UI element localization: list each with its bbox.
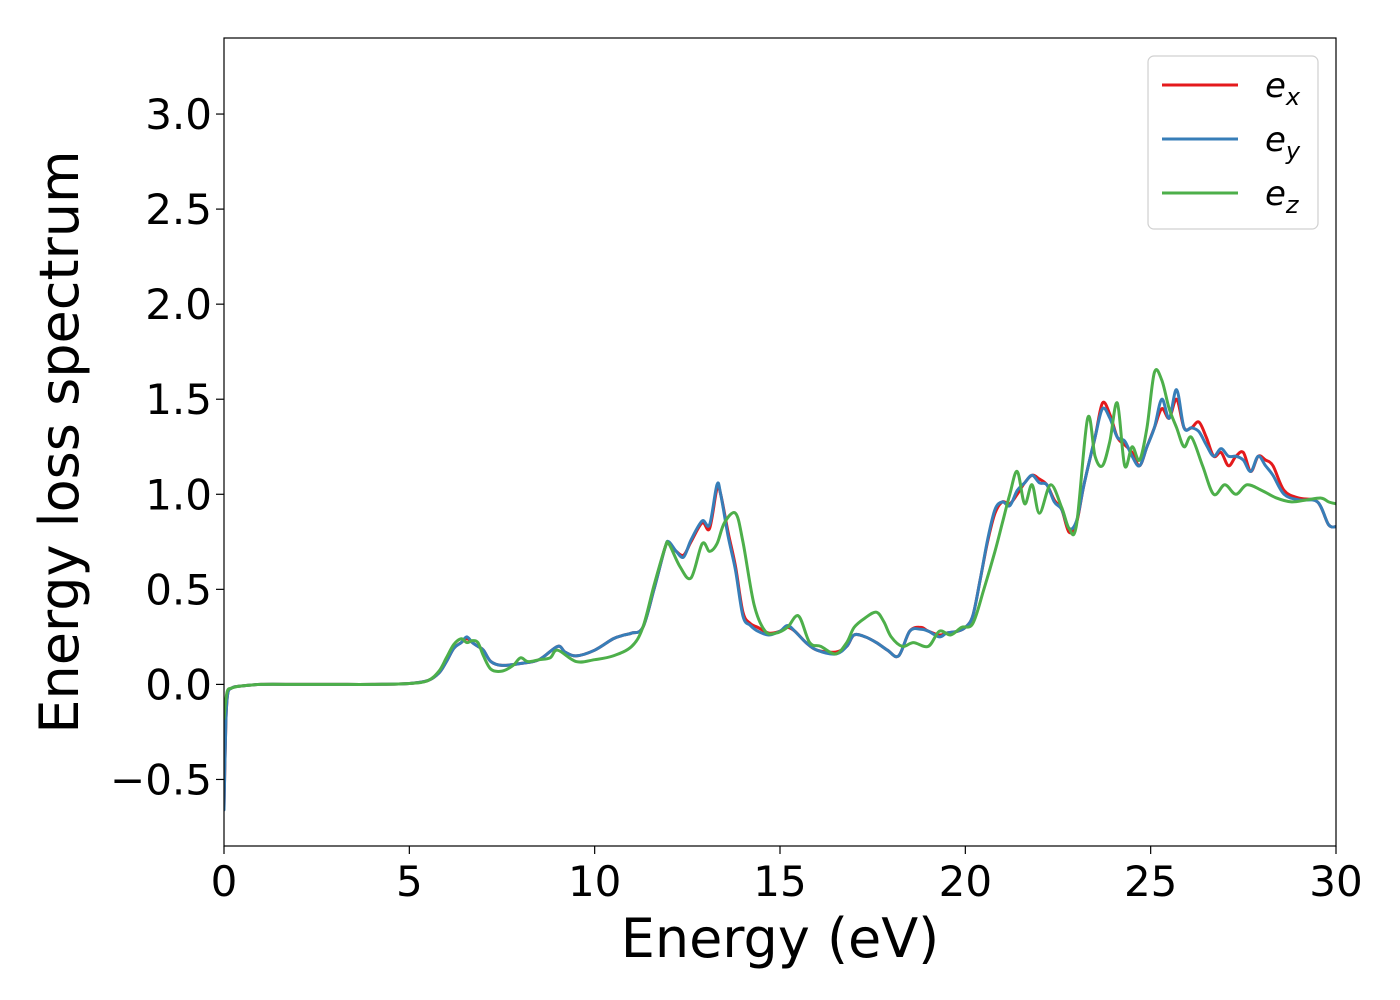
legend: ex ey ez <box>1147 55 1319 230</box>
x-tick-label: 10 <box>568 857 621 906</box>
x-axis: 0 5 10 15 20 25 30 <box>211 846 1363 906</box>
y-tick-label: 0.5 <box>145 565 212 614</box>
y-tick-label: 1.0 <box>145 470 212 519</box>
y-tick-label: 2.0 <box>145 280 212 329</box>
y-tick-label: 3.0 <box>145 90 212 139</box>
y-tick-label: 0.0 <box>145 660 212 709</box>
legend-frame <box>1147 55 1319 230</box>
x-axis-title: Energy (eV) <box>621 907 940 970</box>
x-tick-label: 5 <box>396 857 423 906</box>
series-layer <box>224 368 1336 812</box>
y-axis-title: Energy loss spectrum <box>28 150 91 733</box>
legend-label-e-y: ey <box>1265 120 1301 165</box>
series-line-e-z <box>224 368 1336 721</box>
x-tick-label: 0 <box>211 857 238 906</box>
y-tick-label: −0.5 <box>110 755 212 804</box>
legend-label-e-z: ez <box>1265 174 1300 219</box>
x-tick-label: 30 <box>1309 857 1362 906</box>
legend-label-e-x: ex <box>1265 66 1301 111</box>
y-tick-label: 2.5 <box>145 185 212 234</box>
series-line-e-y <box>224 388 1336 812</box>
y-axis: −0.5 0.0 0.5 1.0 1.5 2.0 2.5 3.0 <box>110 90 224 804</box>
x-tick-label: 15 <box>753 857 806 906</box>
x-tick-label: 20 <box>939 857 992 906</box>
y-tick-label: 1.5 <box>145 375 212 424</box>
x-tick-label: 25 <box>1124 857 1177 906</box>
